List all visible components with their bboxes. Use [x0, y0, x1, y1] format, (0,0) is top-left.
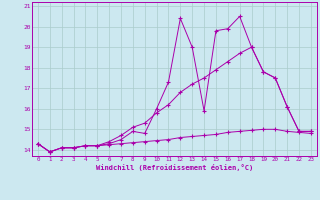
X-axis label: Windchill (Refroidissement éolien,°C): Windchill (Refroidissement éolien,°C) [96, 164, 253, 171]
